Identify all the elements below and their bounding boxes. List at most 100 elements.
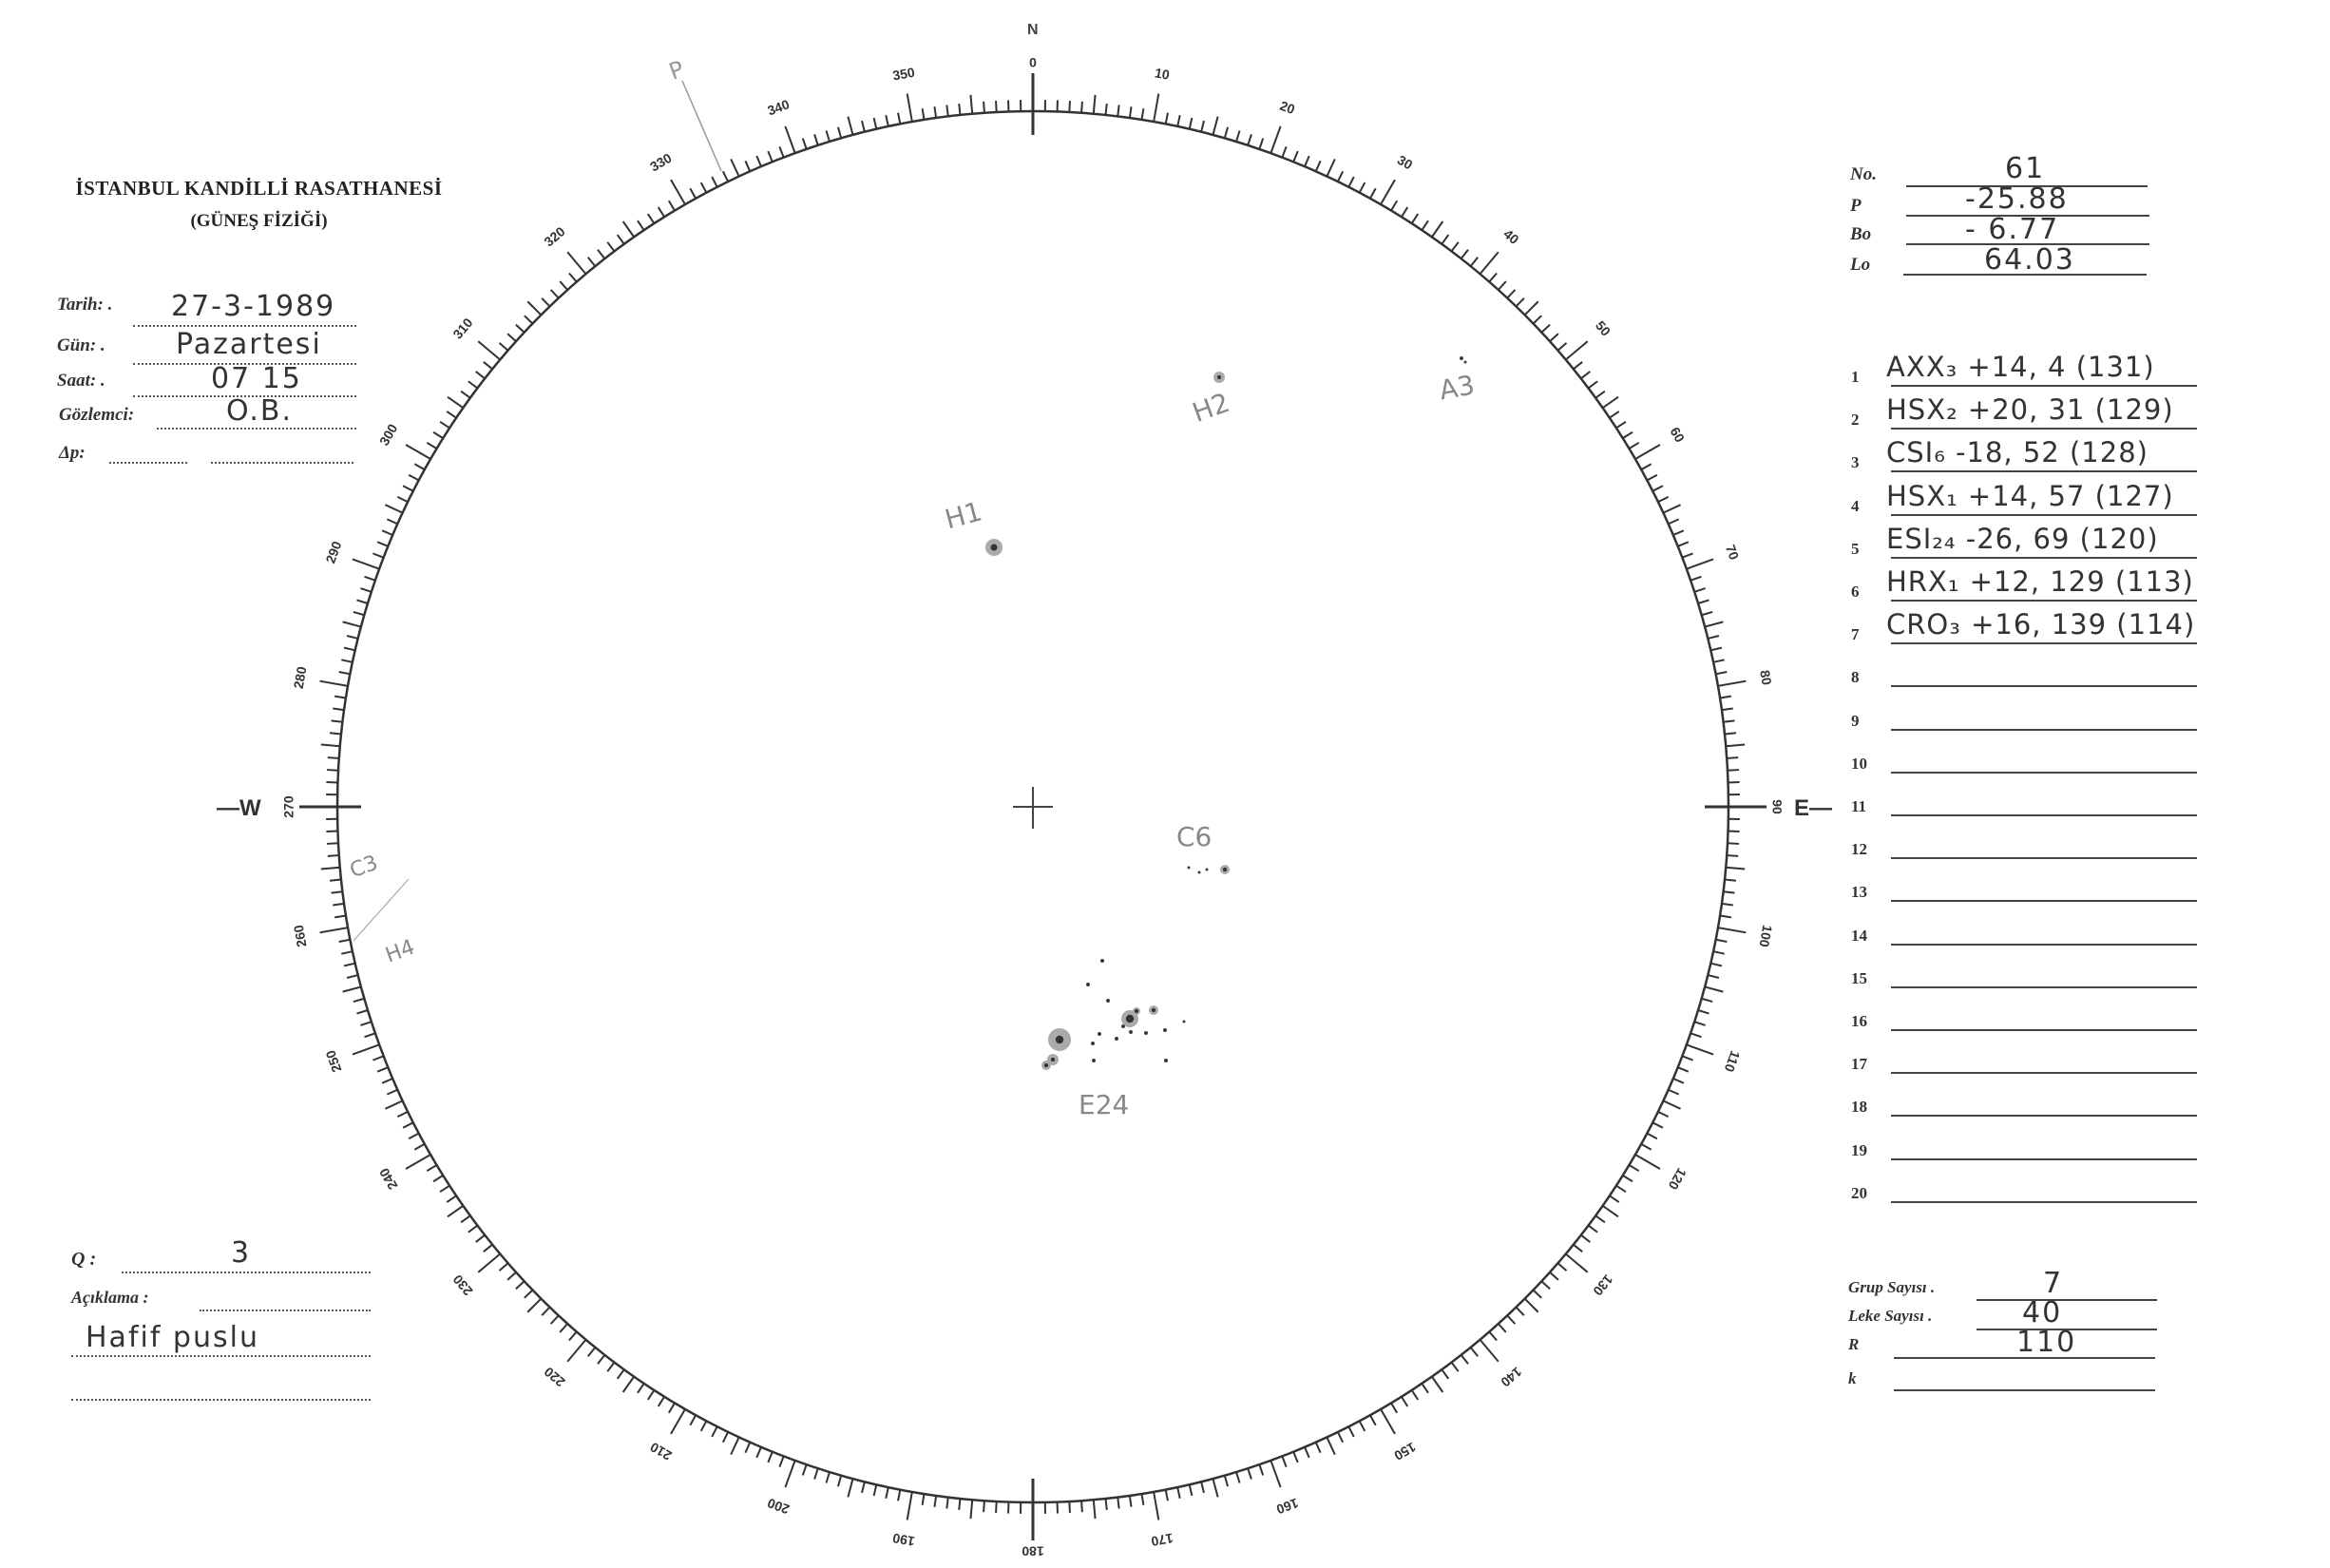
spot-label-c3: C3 — [347, 851, 381, 884]
scale-tick — [343, 962, 355, 967]
scale-tick — [1390, 200, 1399, 212]
scale-tick — [506, 333, 517, 342]
scale-tick — [969, 94, 974, 114]
scale-tick — [1380, 1408, 1396, 1435]
scale-tick — [334, 695, 347, 699]
scale-tick — [568, 1330, 578, 1342]
scale-tick — [386, 1088, 398, 1096]
scale-tick — [1717, 927, 1747, 934]
scale-label: 110 — [1722, 1049, 1744, 1075]
scale-tick — [1717, 679, 1747, 687]
delta-p-line-2 — [211, 462, 353, 464]
scale-tick — [1080, 1501, 1083, 1513]
scale-tick — [1498, 280, 1507, 291]
scale-tick — [945, 105, 949, 117]
scale-label: 220 — [541, 1364, 567, 1389]
scale-tick — [755, 155, 762, 167]
scale-tick — [333, 707, 345, 712]
scale-tick — [637, 1383, 645, 1394]
scale-tick — [566, 251, 587, 275]
scale-tick — [342, 621, 362, 628]
scale-tick — [1628, 1164, 1640, 1173]
scale-tick — [1609, 1195, 1620, 1203]
group-row-entry: ESI₂₄ -26, 69 (120) — [1886, 522, 2159, 555]
spot-label-e24: E24 — [1079, 1089, 1129, 1120]
scale-tick — [1523, 1297, 1539, 1313]
scale-tick — [1369, 1414, 1377, 1426]
scale-tick — [524, 315, 534, 325]
sunspot-umbra — [1115, 1037, 1118, 1041]
scale-label: 90 — [1769, 799, 1785, 814]
scale-label: 10 — [1154, 65, 1171, 82]
scale-label: 0 — [1029, 55, 1037, 70]
scale-tick — [1176, 1486, 1181, 1499]
scale-tick — [338, 938, 351, 943]
scale-label: 140 — [1498, 1364, 1524, 1389]
scale-tick — [1715, 938, 1728, 943]
scale-tick — [667, 1402, 676, 1414]
scale-tick — [1710, 646, 1723, 652]
sunspot-umbra — [1163, 1028, 1167, 1032]
scale-tick — [447, 1205, 464, 1218]
scale-tick — [1640, 463, 1652, 470]
scale-tick — [541, 297, 551, 308]
scale-tick — [1595, 390, 1606, 399]
scale-tick — [506, 1272, 517, 1281]
scale-tick — [1657, 495, 1670, 504]
scale-tick — [1421, 1383, 1429, 1394]
scale-label: 40 — [1500, 226, 1521, 247]
scale-tick — [1712, 659, 1725, 663]
scale-tick — [606, 241, 616, 253]
scale-tick — [342, 985, 362, 993]
scale-tick — [1401, 206, 1409, 218]
scale-tick — [352, 1043, 380, 1056]
scale-label: 50 — [1593, 317, 1614, 338]
scale-tick — [1682, 1055, 1693, 1061]
group-row-number: 14 — [1851, 926, 1867, 945]
group-row-line — [1891, 685, 2197, 688]
spot-label-a3: A3 — [1437, 369, 1477, 406]
scale-tick — [402, 1121, 414, 1129]
p-label: P — [1850, 196, 1862, 216]
spot-count-value: 40 — [2022, 1296, 2063, 1329]
sunspot-umbra — [1182, 1020, 1186, 1023]
day-label: Gün: . — [57, 335, 105, 355]
scale-tick — [372, 1055, 384, 1061]
scale-tick — [498, 342, 509, 352]
scale-tick — [1580, 1233, 1591, 1243]
scale-label: 60 — [1668, 425, 1689, 446]
scale-tick — [329, 878, 342, 882]
time-label: Saat: . — [57, 371, 105, 391]
scale-tick — [526, 300, 543, 316]
scale-tick — [1549, 1272, 1559, 1281]
scale-label: 160 — [1274, 1496, 1301, 1518]
scale-tick — [1726, 743, 1746, 748]
scale-tick — [524, 1289, 534, 1299]
sunspots — [985, 356, 1467, 1070]
scale-tick — [1347, 1425, 1355, 1438]
scale-tick — [413, 463, 426, 470]
group-row-entry: HRX₁ +12, 129 (113) — [1886, 565, 2194, 598]
scale-tick — [1314, 160, 1322, 172]
group-row-line — [1891, 470, 2197, 473]
scale-tick — [1488, 272, 1498, 283]
group-count-value: 7 — [2043, 1267, 2064, 1300]
scale-tick — [1677, 541, 1690, 547]
scale-tick — [1358, 182, 1366, 194]
scale-tick — [1281, 1456, 1288, 1467]
scale-tick — [426, 441, 438, 449]
group-row-line — [1891, 900, 2197, 903]
scale-tick — [1431, 1376, 1444, 1393]
scale-tick — [1704, 621, 1724, 628]
scale-tick — [1573, 1243, 1583, 1252]
scale-tick — [801, 1463, 808, 1476]
scale-tick — [352, 558, 380, 570]
scale-tick — [320, 743, 340, 748]
p-axis-label: P — [665, 56, 687, 86]
scale-tick — [689, 187, 697, 200]
scale-tick — [460, 1214, 471, 1224]
group-row-line — [1891, 428, 2197, 430]
scale-tick — [657, 206, 665, 218]
scale-tick — [587, 1347, 597, 1357]
scale-tick — [1128, 1495, 1133, 1507]
